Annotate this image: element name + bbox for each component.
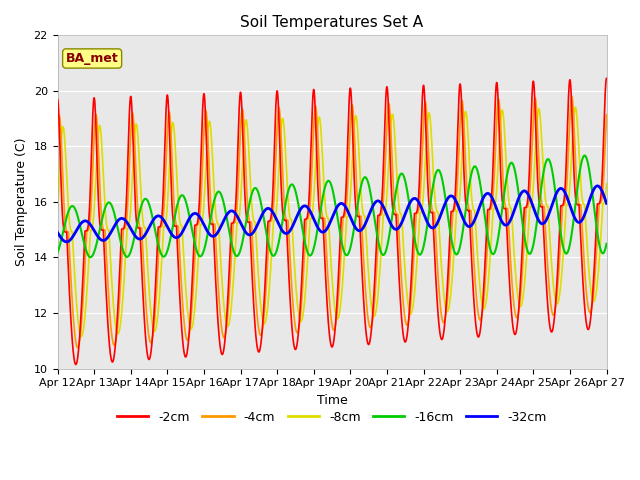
Title: Soil Temperatures Set A: Soil Temperatures Set A: [241, 15, 424, 30]
Y-axis label: Soil Temperature (C): Soil Temperature (C): [15, 138, 28, 266]
X-axis label: Time: Time: [317, 394, 348, 407]
Legend: -2cm, -4cm, -8cm, -16cm, -32cm: -2cm, -4cm, -8cm, -16cm, -32cm: [112, 406, 552, 429]
Text: BA_met: BA_met: [66, 52, 118, 65]
